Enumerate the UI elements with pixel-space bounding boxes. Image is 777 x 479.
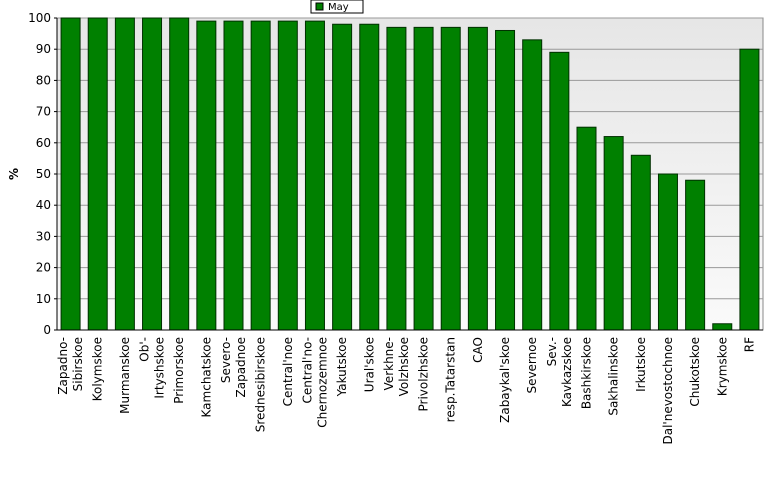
bar [332, 23, 353, 331]
x-tick-label: Central'noe [281, 337, 295, 406]
x-tick-label: Kamchatskoe [199, 337, 213, 417]
legend: May [310, 0, 364, 14]
bar [196, 20, 217, 331]
bar [630, 154, 651, 331]
x-tick-label: Zabaykal'skoe [498, 337, 512, 423]
x-tick-label: Privolzhskoe [417, 337, 431, 411]
y-tick-label: 40 [36, 198, 51, 212]
x-tick-label: Sakhalinskoe [607, 337, 621, 416]
legend-box [310, 0, 364, 14]
x-tick-label: RF [742, 337, 756, 352]
x-tick-label: Ural'skoe [362, 337, 376, 392]
y-tick-label: 50 [36, 167, 51, 181]
bar [87, 17, 108, 331]
bar [467, 26, 488, 331]
bar [522, 39, 543, 331]
bar [413, 26, 434, 331]
y-tick-label: 100 [28, 11, 51, 25]
y-tick-label: 70 [36, 105, 51, 119]
y-tick-label: 10 [36, 292, 51, 306]
bar [685, 179, 706, 331]
bar [304, 20, 325, 331]
y-tick-label: 0 [43, 323, 51, 337]
x-tick-label: CAO [471, 337, 485, 363]
x-tick-label: Primorskoe [172, 337, 186, 404]
y-tick-label: 20 [36, 261, 51, 275]
x-tick-label: resp.Tatarstan [444, 337, 458, 422]
x-tick-label: Kolymskoe [91, 337, 105, 401]
bar [657, 173, 678, 331]
bar [603, 136, 624, 331]
x-tick-label: Krymskoe [715, 337, 729, 396]
bar [386, 26, 407, 331]
bar [169, 17, 190, 331]
x-tick-label: Verkhne-Volzhskoe [382, 337, 411, 396]
legend-swatch [315, 2, 324, 11]
bar [277, 20, 298, 331]
bar [739, 48, 760, 331]
bar [142, 17, 163, 331]
x-tick-label: Srednesibirskoe [254, 337, 268, 432]
bar [223, 20, 244, 331]
x-tick-label: Severnoe [525, 337, 539, 394]
x-tick-label: Chukotskoe [688, 337, 702, 407]
x-tick-label: Ob'-Irtyshskoe [138, 337, 167, 399]
y-tick-label: 90 [36, 42, 51, 56]
bar [359, 23, 380, 331]
bar [60, 17, 81, 331]
bar [114, 17, 135, 331]
x-tick-label: Central'no-Chernozemnoe [300, 337, 329, 428]
x-tick-label: Sev.-Kavkazskoe [545, 337, 574, 407]
y-tick-label: 30 [36, 229, 51, 243]
bar [495, 29, 516, 331]
x-tick-label: Irkutskoe [634, 337, 648, 392]
x-tick-label: Yakutskoe [335, 337, 349, 397]
bar [712, 323, 733, 331]
legend-label: May [328, 2, 349, 13]
x-tick-label: Bashkirskoe [580, 337, 594, 409]
bar [250, 20, 271, 331]
y-tick-label: 80 [36, 73, 51, 87]
bar [549, 51, 570, 331]
x-tick-label: Zapadno-Sibirskoe [56, 337, 85, 395]
bar [576, 126, 597, 331]
y-tick-label: 60 [36, 136, 51, 150]
y-axis-label: % [7, 168, 21, 180]
x-tick-label: Murmanskoe [118, 337, 132, 414]
x-tick-label: Dal'nevostochnoe [661, 337, 675, 445]
bar [440, 26, 461, 331]
x-tick-label: Severo-Zapadnoe [219, 337, 248, 398]
